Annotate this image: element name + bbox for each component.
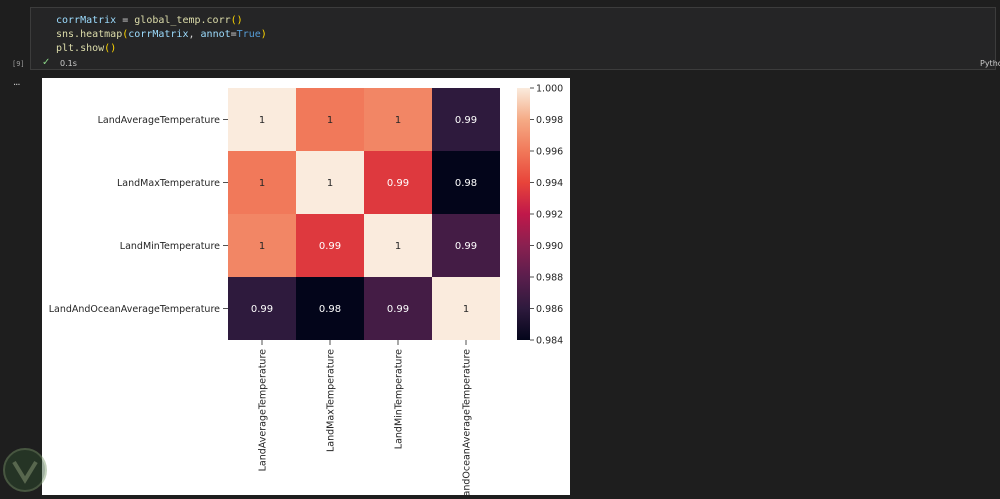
heatmap-annotation-r1-c2: 0.99 bbox=[387, 178, 409, 189]
colorbar bbox=[517, 88, 530, 340]
colorbar-tick-label-6: 0.996 bbox=[536, 147, 563, 158]
heatmap-cell-r0-c1 bbox=[296, 88, 364, 151]
y-tick-label-3: LandAndOceanAverageTemperature bbox=[49, 304, 220, 315]
heatmap-annotation-r2-c0: 1 bbox=[259, 241, 265, 252]
colorbar-tick-label-3: 0.990 bbox=[536, 241, 563, 252]
heatmap-annotation-r3-c1: 0.98 bbox=[319, 304, 341, 315]
heatmap-cell-r3-c1 bbox=[296, 277, 364, 340]
execution-time: 0.1s bbox=[60, 58, 77, 68]
heatmap-annotation-r3-c0: 0.99 bbox=[251, 304, 273, 315]
output-collapse-button[interactable]: ... bbox=[13, 77, 20, 88]
code-editor[interactable]: corrMatrix = global_temp.corr() sns.heatm… bbox=[56, 14, 267, 56]
heatmap-annotation-r2-c2: 1 bbox=[395, 241, 401, 252]
heatmap-annotation-r3-c3: 1 bbox=[463, 304, 469, 315]
heatmap-cell-r0-c2 bbox=[364, 88, 432, 151]
heatmap-annotation-r1-c0: 1 bbox=[259, 178, 265, 189]
cell-status: ✓ 0.1s bbox=[42, 58, 77, 68]
heatmap-cell-r3-c2 bbox=[364, 277, 432, 340]
execution-count: [9] bbox=[12, 60, 25, 68]
x-tick-label-3: andOceanAverageTemperature bbox=[462, 349, 473, 495]
heatmap-cell-r3-c3 bbox=[432, 277, 500, 340]
heatmap-cell-r0-c3 bbox=[432, 88, 500, 151]
colorbar-tick-label-5: 0.994 bbox=[536, 178, 563, 189]
heatmap-annotation-r2-c3: 0.99 bbox=[455, 241, 477, 252]
colorbar-tick-label-7: 0.998 bbox=[536, 115, 563, 126]
x-tick-label-1: LandMaxTemperature bbox=[326, 349, 337, 452]
x-tick-label-2: LandMinTemperature bbox=[394, 349, 405, 449]
x-tick-label-0: LandAverageTemperature bbox=[258, 349, 269, 472]
kernel-label[interactable]: Python bbox=[980, 59, 1000, 68]
heatmap-annotation-r0-c1: 1 bbox=[327, 115, 333, 126]
heatmap-annotation-r0-c0: 1 bbox=[259, 115, 265, 126]
colorbar-tick-label-1: 0.986 bbox=[536, 304, 563, 315]
colorbar-tick-label-0: 0.984 bbox=[536, 336, 563, 347]
y-tick-label-1: LandMaxTemperature bbox=[117, 178, 220, 189]
heatmap-annotation-r1-c1: 1 bbox=[327, 178, 333, 189]
heatmap-cell-r2-c1 bbox=[296, 214, 364, 277]
heatmap-annotation-r2-c1: 0.99 bbox=[319, 241, 341, 252]
heatmap-cell-r2-c3 bbox=[432, 214, 500, 277]
heatmap-cell-r3-c0 bbox=[228, 277, 296, 340]
cell-output: 1 1 1 0.99 1 1 0.99 0.98 1 0.99 1 0.99 0.99 0.98 0.99 1… bbox=[42, 78, 570, 497]
heatmap-cell-r2-c2 bbox=[364, 214, 432, 277]
y-tick-label-0: LandAverageTemperature bbox=[98, 115, 221, 126]
heatmap-chart: 1 1 1 0.99 1 1 0.99 0.98 1 0.99 1 0.99 0.99 0.98 0.99 1… bbox=[49, 84, 564, 497]
code-line-2: sns.heatmap(corrMatrix, annot=True) bbox=[56, 29, 267, 40]
heatmap-annotation-r3-c2: 0.99 bbox=[387, 304, 409, 315]
heatmap-cell-r1-c1 bbox=[296, 151, 364, 214]
logo-watermark bbox=[3, 448, 47, 492]
heatmap-cell-r1-c0 bbox=[228, 151, 296, 214]
check-icon: ✓ bbox=[42, 57, 51, 68]
code-cell-input[interactable]: corrMatrix = global_temp.corr() sns.heatm… bbox=[30, 7, 996, 70]
heatmap-cell-r0-c0 bbox=[228, 88, 296, 151]
heatmap-cell-r2-c0 bbox=[228, 214, 296, 277]
code-line-1: corrMatrix = global_temp.corr() bbox=[56, 15, 243, 26]
colorbar-tick-label-2: 0.988 bbox=[536, 273, 563, 284]
colorbar-tick-label-8: 1.000 bbox=[536, 84, 563, 95]
heatmap-cell-r1-c2 bbox=[364, 151, 432, 214]
code-line-3: plt.show() bbox=[56, 43, 117, 54]
heatmap-annotation-r0-c3: 0.99 bbox=[455, 115, 477, 126]
colorbar-tick-label-4: 0.992 bbox=[536, 210, 563, 221]
heatmap-annotation-r0-c2: 1 bbox=[395, 115, 401, 126]
heatmap-cell-r1-c3 bbox=[432, 151, 500, 214]
heatmap-annotation-r1-c3: 0.98 bbox=[455, 178, 477, 189]
y-tick-label-2: LandMinTemperature bbox=[120, 241, 220, 252]
